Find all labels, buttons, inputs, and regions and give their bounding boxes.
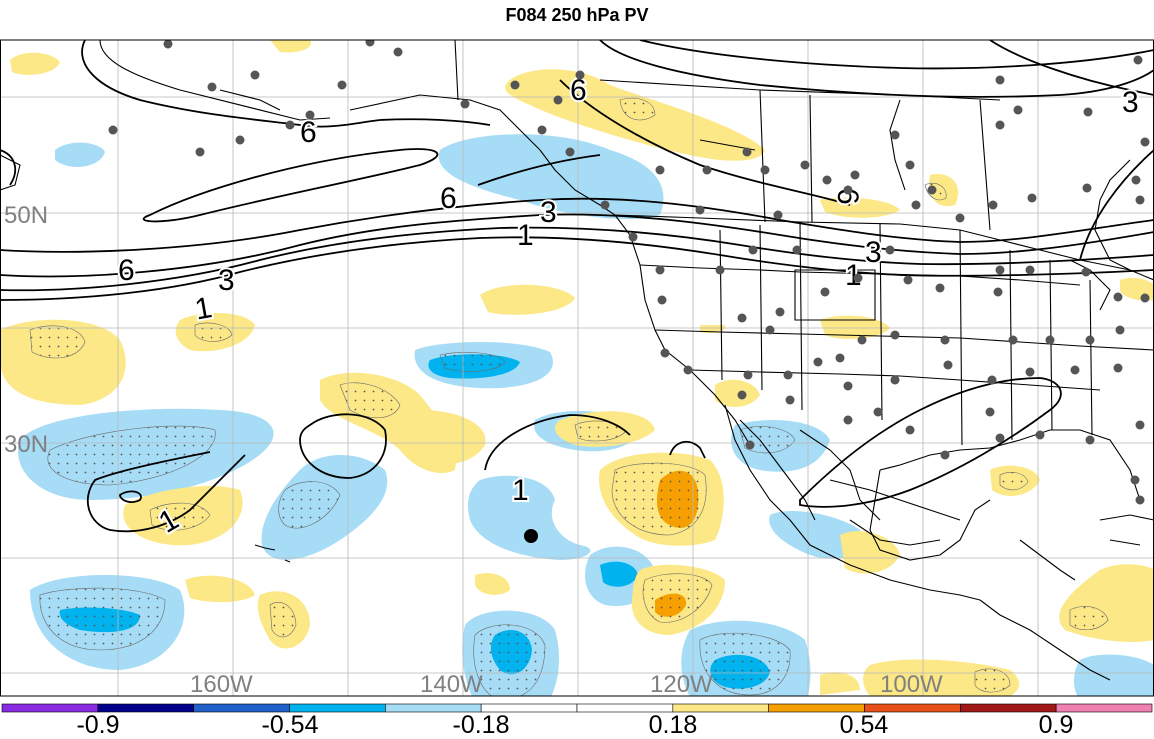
contour-labels: 6 6 6 6 3 3 3 3 1 1 1 1 1 6: [116, 72, 1141, 542]
colorbar-swatch: [1055, 703, 1153, 713]
colorbar-label: 0.9: [1039, 711, 1074, 739]
colorbar-label: -0.18: [453, 711, 510, 739]
lon-label: 100W: [880, 671, 943, 698]
colorbar: [1, 703, 1153, 713]
contour-label: 3: [865, 236, 882, 269]
contour-label: 6: [440, 182, 457, 215]
contour-label: 6: [118, 254, 135, 287]
contour-label: 6: [570, 74, 587, 107]
lat-lon-grid: [0, 40, 1154, 696]
colorbar-label: 0.18: [649, 711, 698, 739]
lat-label: 50N: [4, 202, 48, 229]
map-title: F084 250 hPa PV: [505, 5, 649, 25]
lat-label: 30N: [4, 431, 48, 458]
coastlines-and-borders: [0, 40, 1154, 681]
significance-stippling: [29, 97, 1109, 696]
longitude-labels: 160W 140W 120W 100W: [190, 671, 943, 698]
colorbar-label: 0.54: [840, 711, 889, 739]
contour-label: 1: [845, 259, 862, 292]
colorbar-labels: -0.9 -0.54 -0.18 0.18 0.54 0.9: [76, 711, 1073, 739]
colorbar-label: -0.54: [262, 711, 319, 739]
latitude-labels: 50N 30N: [4, 202, 48, 458]
pv-contours: [0, 40, 1154, 533]
storm-center-marker: [524, 529, 538, 543]
lon-label: 140W: [420, 671, 483, 698]
lon-label: 120W: [650, 671, 713, 698]
contour-label: 1: [517, 219, 534, 252]
lon-label: 160W: [190, 671, 253, 698]
station-markers: [108, 40, 1150, 505]
contour-label: 3: [218, 264, 235, 297]
contour-label: 6: [831, 188, 864, 205]
contour-label: 1: [512, 474, 529, 507]
contour-label: 3: [1122, 86, 1139, 119]
contour-label: 3: [540, 196, 557, 229]
colorbar-label: -0.9: [76, 711, 119, 739]
contour-label: 6: [300, 116, 317, 149]
